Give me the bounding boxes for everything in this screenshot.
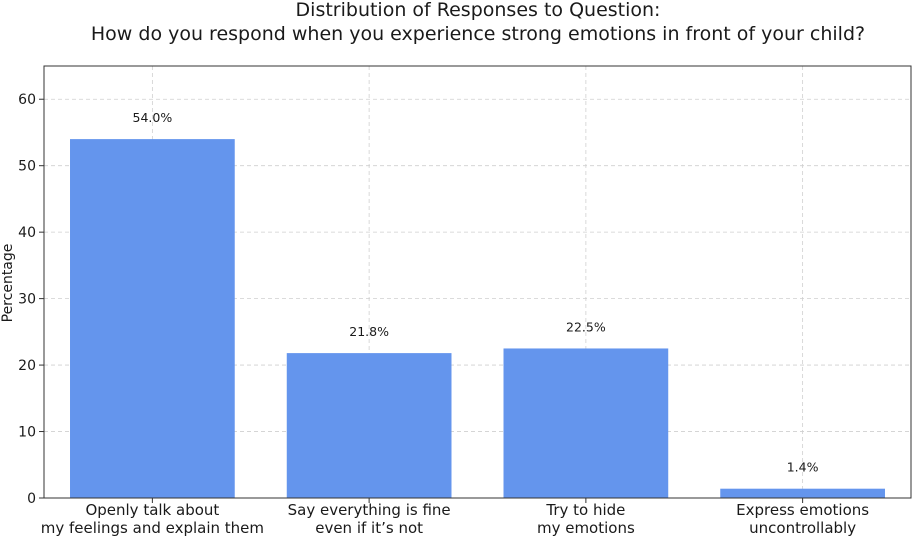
x-tick-label-line: Try to hide: [545, 501, 625, 519]
y-tick-label: 10: [18, 425, 36, 441]
x-tick-label-line: my feelings and explain them: [41, 519, 264, 536]
x-tick-label-line: Openly talk about: [85, 501, 219, 519]
x-tick-label-line: Express emotions: [736, 501, 869, 519]
bar-value-label: 54.0%: [133, 110, 173, 125]
bar: [286, 353, 452, 498]
x-tick-label-line: my emotions: [537, 519, 635, 536]
x-tick-label-line: Say everything is fine: [288, 501, 451, 519]
chart-subtitle: How do you respond when you experience s…: [91, 23, 865, 45]
x-tick-label: Try to hide my emotions: [537, 501, 635, 536]
y-axis-label: Percentage: [0, 244, 16, 323]
bar: [70, 139, 235, 498]
bar-value-label: 1.4%: [787, 460, 819, 475]
bar-value-label: 21.8%: [349, 324, 389, 339]
bar: [720, 488, 885, 498]
y-tick-label: 40: [18, 225, 36, 241]
x-tick-label: Express emotions uncontrollably: [736, 501, 869, 536]
y-tick-label: 20: [18, 358, 36, 374]
bar-value-label: 22.5%: [566, 319, 606, 334]
x-tick-label: Openly talk about my feelings and explain…: [41, 501, 264, 536]
x-tick-label-line: even if it’s not: [315, 519, 423, 536]
y-tick-label: 50: [18, 159, 36, 175]
y-tick-label: 0: [27, 491, 36, 507]
bars: [70, 139, 885, 498]
chart-title: Distribution of Responses to Question:: [296, 0, 661, 21]
plot-frame: [43, 65, 912, 499]
y-tick-label: 60: [18, 92, 36, 108]
labels: 0 10 20 30 40 50 60 54.0% Openly talk about my fe…: [18, 92, 869, 536]
x-tick-label: Say everything is fine even if it’s not: [288, 501, 451, 536]
bar: [503, 348, 669, 498]
y-tick-label: 30: [18, 292, 36, 308]
axes: [39, 65, 912, 503]
x-tick-label-line: uncontrollably: [749, 519, 856, 536]
